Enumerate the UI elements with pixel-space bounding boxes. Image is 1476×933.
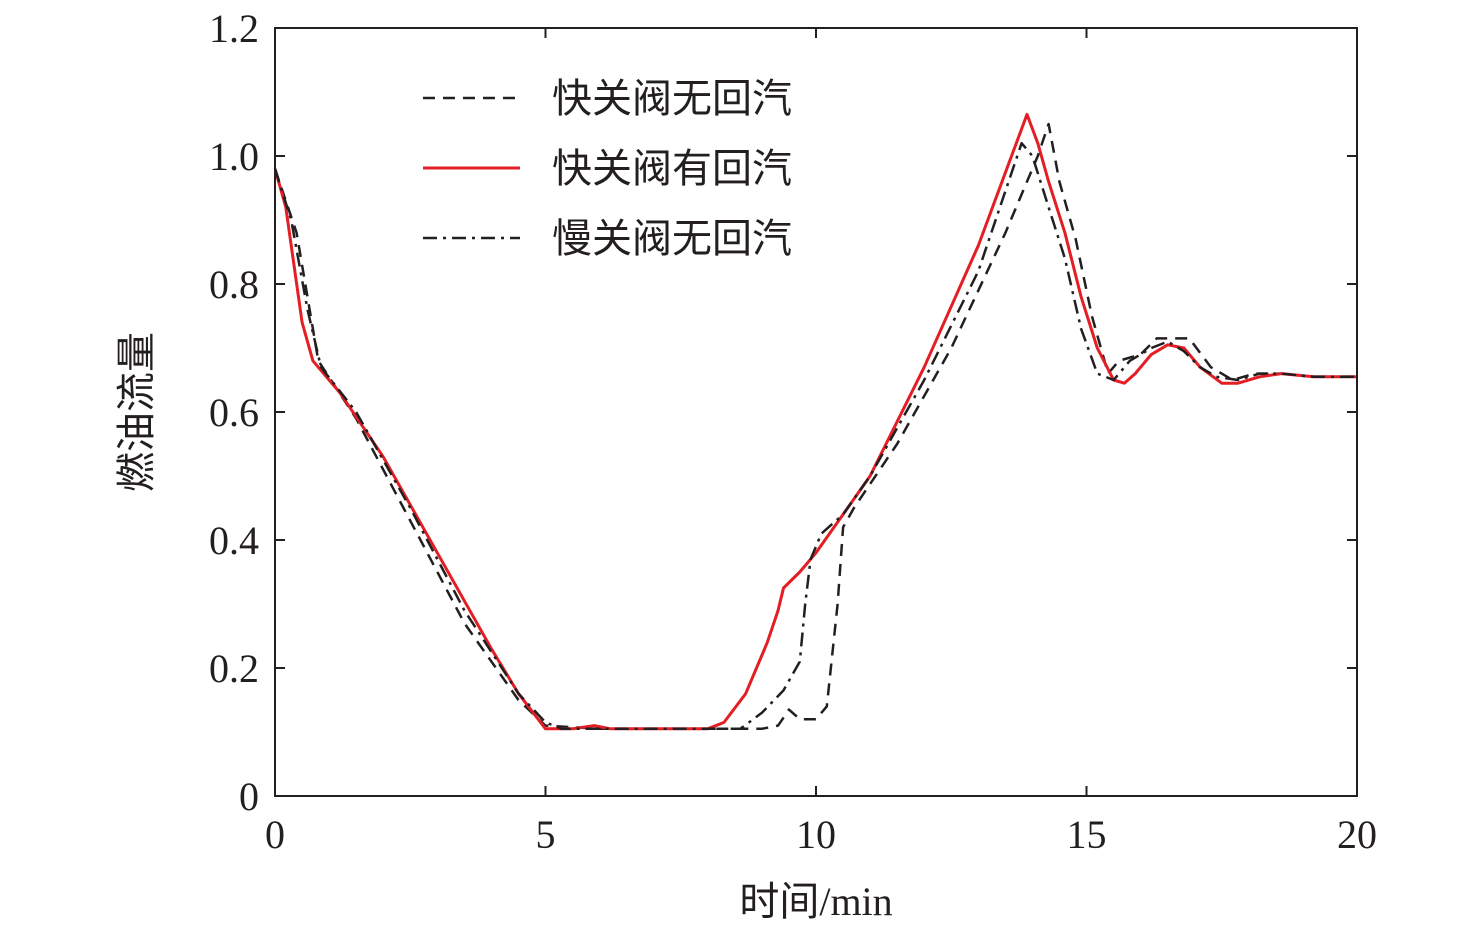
x-tick-label: 10 — [796, 812, 836, 857]
legend-label-2: 快关阀有回汽 — [552, 146, 792, 191]
plot-frame — [274, 27, 1358, 797]
x-tick-label: 15 — [1067, 812, 1107, 857]
x-tick-label: 20 — [1337, 812, 1377, 857]
x-tick-label: 5 — [536, 812, 556, 857]
x-tick-label: 0 — [265, 812, 285, 857]
y-tick-label: 1.2 — [209, 6, 259, 51]
series-line-2 — [275, 112, 1357, 731]
x-axis-title: 时间/min — [739, 879, 892, 924]
series-layer — [275, 112, 1357, 731]
y-tick-label: 0.2 — [209, 646, 259, 691]
tick-layer: 0 5 10 15 20 0 0.2 0.4 0.6 0.8 1.0 1.2 — [209, 6, 1377, 857]
legend-label-3: 慢关阀无回汽 — [552, 216, 792, 261]
series-line-3 — [275, 141, 1357, 731]
y-tick-label: 0 — [239, 774, 259, 819]
y-tick-label: 0.4 — [209, 518, 259, 563]
y-tick-label: 0.8 — [209, 262, 259, 307]
legend-label-1: 快关阀无回汽 — [552, 76, 792, 121]
y-tick-label: 0.6 — [209, 390, 259, 435]
y-axis-title: 燃油流量 — [114, 332, 159, 492]
series-line-1 — [275, 122, 1357, 731]
y-tick-label: 1.0 — [209, 134, 259, 179]
